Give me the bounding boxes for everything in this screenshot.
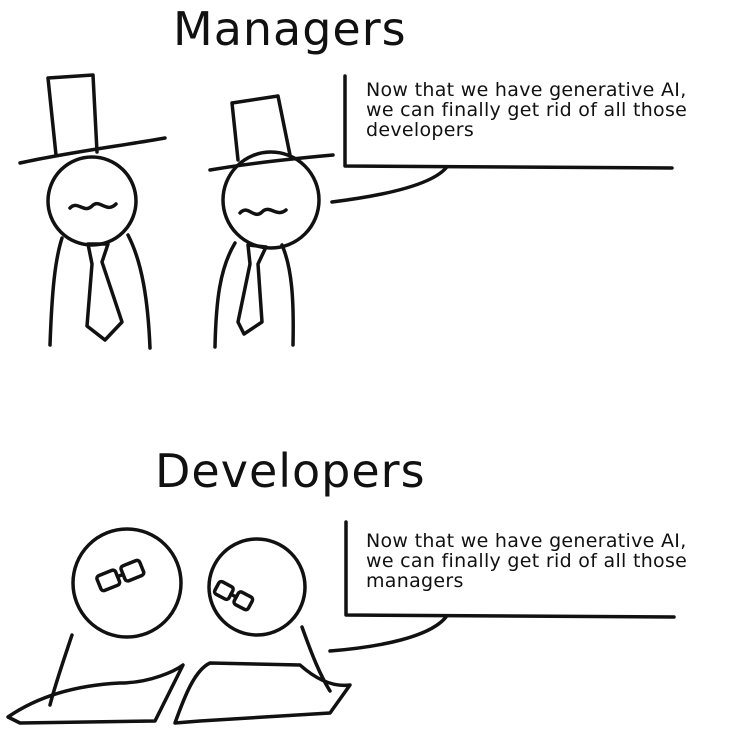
page-title: Developers — [155, 444, 426, 498]
speech-bubble-tail — [330, 166, 448, 204]
developers-drawing — [6, 520, 676, 725]
manager-body — [48, 233, 152, 350]
managers-panel: Managers Now that we have generative AI,… — [18, 2, 688, 350]
developer-head — [207, 537, 307, 637]
developer-head — [71, 527, 183, 639]
manager-right — [208, 94, 335, 349]
laptop-icon — [6, 663, 185, 725]
speech-bubble-text: Now that we have generative AI, we can f… — [366, 79, 688, 141]
developer-arm — [300, 625, 332, 693]
developer-arm — [48, 633, 74, 707]
top-hat-icon — [18, 73, 167, 165]
necktie-icon — [85, 242, 124, 342]
mustache-icon — [238, 207, 288, 217]
developer-right — [173, 537, 352, 725]
managers-drawing — [18, 73, 674, 350]
developers-panel: Developers Now that we have generative A… — [0, 365, 751, 730]
manager-left — [18, 73, 167, 350]
glasses-icon — [95, 558, 146, 593]
speech-bubble-tail — [328, 615, 448, 653]
manager-head — [221, 150, 321, 250]
speech-bubble-text: Now that we have generative AI, we can f… — [366, 530, 688, 592]
speech-bubble-frame — [343, 74, 674, 170]
laptop-icon — [173, 661, 352, 725]
top-hat-icon — [208, 94, 335, 172]
speech-bubble-frame — [344, 520, 676, 619]
necktie-icon — [236, 243, 268, 336]
manager-body — [213, 241, 295, 349]
developer-left — [6, 527, 185, 725]
glasses-icon — [212, 579, 255, 612]
mustache-icon — [68, 201, 118, 211]
manager-head — [46, 155, 138, 247]
page-title: Managers — [173, 2, 407, 56]
